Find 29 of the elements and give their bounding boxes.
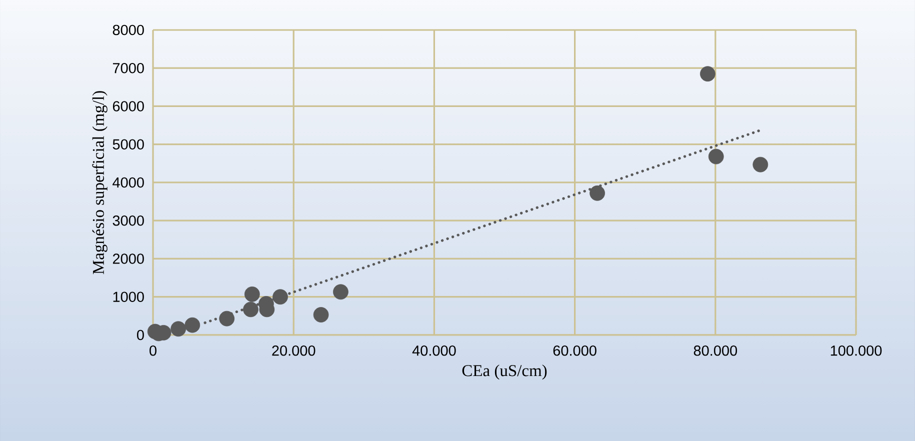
- point: [244, 286, 260, 302]
- y-tick-label: 5000: [112, 139, 144, 150]
- point: [272, 289, 288, 305]
- y-tick-label: 3000: [112, 215, 144, 226]
- point: [243, 302, 258, 318]
- y-tick-label: 8000: [112, 24, 144, 36]
- point: [184, 317, 200, 333]
- point: [313, 307, 329, 322]
- point: [708, 148, 724, 164]
- y-tick-label: 4000: [112, 177, 144, 188]
- x-axis-title: CEa (uS/cm): [462, 364, 547, 380]
- x-tick-label: 60.000: [553, 346, 596, 356]
- y-tick-label: 2000: [112, 254, 144, 264]
- y-tick-label: 7000: [112, 62, 144, 74]
- y-tick-label: 6000: [112, 101, 144, 112]
- x-tick-label: 40.000: [412, 346, 456, 356]
- point: [333, 284, 348, 300]
- point: [700, 66, 716, 82]
- y-tick-label: 1000: [113, 292, 144, 302]
- x-tick-label: 20.000: [272, 346, 316, 356]
- x-tick-label: 0: [150, 346, 156, 356]
- x-tick-label: 80.000: [694, 346, 738, 356]
- y-tick-label: 0: [136, 330, 144, 340]
- point: [590, 185, 606, 201]
- x-tick-label: 100.000: [830, 346, 882, 356]
- y-axis-title: Magnésio superficial (mg/l): [92, 91, 108, 274]
- point: [170, 321, 186, 337]
- point: [219, 310, 235, 326]
- point: [752, 156, 768, 172]
